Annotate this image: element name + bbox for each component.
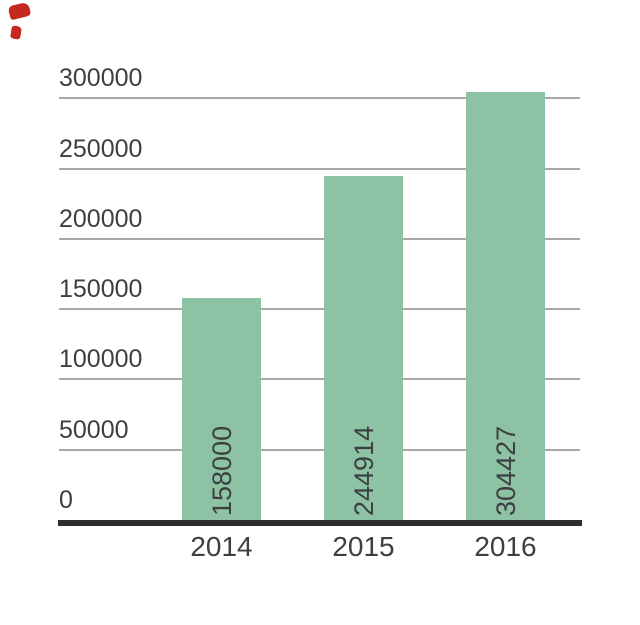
bar: [182, 298, 261, 520]
y-tick-label: 0: [59, 486, 73, 514]
x-tick-label: 2016: [474, 531, 537, 562]
y-tick-label: 100000: [59, 345, 143, 373]
bar-value-label: 158000: [206, 425, 237, 516]
red-paint-mark-2: [10, 25, 22, 40]
bar-value-label: 244914: [348, 425, 379, 516]
y-tick-label: 200000: [59, 205, 143, 233]
gridline: [59, 168, 580, 170]
bar: [466, 92, 545, 520]
x-tick-label: 2014: [190, 531, 253, 562]
gridline: [59, 378, 580, 380]
red-paint-mark-1: [7, 1, 32, 21]
gridline: [59, 449, 580, 451]
y-tick-label: 50000: [59, 416, 129, 444]
bar: [324, 176, 403, 520]
y-tick-label: 300000: [59, 64, 143, 92]
y-tick-label: 150000: [59, 275, 143, 303]
gridline: [59, 308, 580, 310]
gridline: [59, 97, 580, 99]
bar-value-label: 304427: [490, 425, 521, 516]
gridline: [59, 238, 580, 240]
x-axis-line: [58, 520, 582, 526]
x-tick-label: 2015: [332, 531, 395, 562]
y-tick-label: 250000: [59, 135, 143, 163]
